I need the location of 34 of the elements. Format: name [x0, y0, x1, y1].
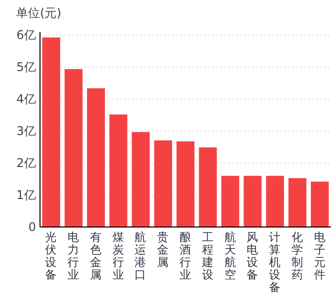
- bar: [154, 140, 172, 227]
- bar: [266, 176, 284, 227]
- bar: [288, 178, 306, 227]
- x-tick-label: 电力行业: [68, 230, 80, 282]
- x-tick-label: 计算机设备: [269, 230, 282, 294]
- bar: [176, 141, 194, 227]
- bar: [221, 176, 240, 227]
- bar: [87, 88, 105, 227]
- x-tick-label: 电子元件: [314, 230, 326, 282]
- y-axis-title: 单位(元): [16, 6, 62, 20]
- bar: [198, 147, 217, 227]
- y-tick-label: 4亿: [16, 92, 36, 106]
- x-tick-label: 化学制药: [291, 230, 304, 282]
- y-tick-label: 2亿: [16, 156, 36, 170]
- x-tick-label: 航天航空: [224, 230, 236, 282]
- y-tick-label: 5亿: [16, 60, 36, 74]
- x-tick-label: 工程建设: [200, 230, 214, 282]
- bar: [244, 176, 262, 227]
- y-tick-label: 3亿: [16, 124, 36, 138]
- bar: [42, 37, 60, 227]
- y-tick-label: 0: [28, 220, 36, 234]
- bar: [109, 114, 128, 227]
- bar: [310, 182, 329, 227]
- x-tick-label: 航运港口: [134, 230, 147, 282]
- y-tick-label: 1亿: [16, 188, 36, 202]
- y-tick-label: 6亿: [16, 28, 36, 42]
- bar: [64, 69, 83, 227]
- x-tick-label: 有色金属: [90, 230, 102, 282]
- x-tick-label: 贵金属: [157, 230, 170, 269]
- bar: [132, 132, 150, 227]
- x-tick-label: 风电设备: [246, 230, 259, 282]
- x-tick-label: 光伏设备: [45, 230, 58, 282]
- x-tick-label: 酿酒行业: [180, 230, 192, 282]
- x-tick-label: 煤炭行业: [112, 230, 124, 282]
